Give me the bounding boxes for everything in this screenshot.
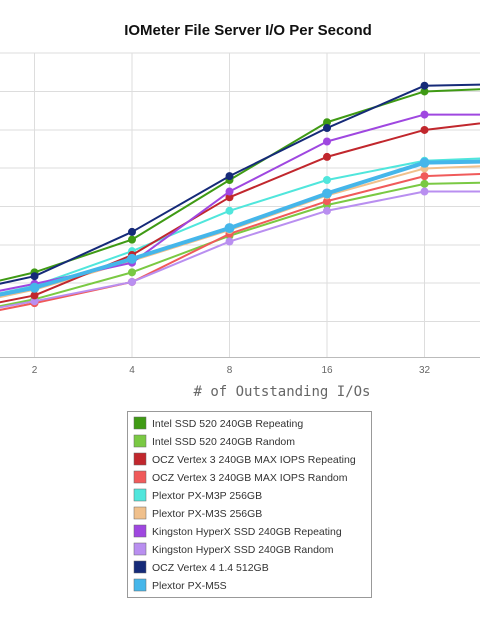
series-8 xyxy=(0,81,480,285)
legend-label: Plextor PX-M3P 256GB xyxy=(152,490,262,502)
legend-label: Plextor PX-M5S xyxy=(152,580,227,592)
series-line xyxy=(0,122,480,304)
legend-item: Kingston HyperX SSD 240GB Repeating xyxy=(133,524,342,538)
legend-item: OCZ Vertex 4 1.4 512GB xyxy=(133,560,269,574)
data-point xyxy=(225,237,234,246)
x-axis-ticks: 2 4 8 16 32 xyxy=(32,365,431,376)
data-point xyxy=(322,188,332,199)
series-line xyxy=(0,181,480,308)
legend-swatch xyxy=(133,488,147,502)
legend-label: OCZ Vertex 4 1.4 512GB xyxy=(152,562,269,574)
data-point xyxy=(323,197,331,206)
data-point xyxy=(127,253,137,264)
legend-item: OCZ Vertex 3 240GB MAX IOPS Repeating xyxy=(133,452,356,466)
data-point xyxy=(323,175,331,184)
legend-label: Kingston HyperX SSD 240GB Random xyxy=(152,544,334,556)
legend-swatch xyxy=(133,524,147,538)
legend-swatch xyxy=(133,578,147,592)
legend-label: Intel SSD 520 240GB Repeating xyxy=(152,418,303,430)
legend-box xyxy=(127,411,372,598)
data-point xyxy=(420,87,429,96)
series-9 xyxy=(0,157,480,297)
legend-item: Plextor PX-M3S 256GB xyxy=(133,506,262,520)
x-tick-label: 32 xyxy=(419,365,431,376)
legend-label: Intel SSD 520 240GB Random xyxy=(152,436,295,448)
legend-swatch xyxy=(133,560,147,574)
data-point xyxy=(323,118,331,127)
legend-swatch xyxy=(133,542,147,556)
legend-item: Intel SSD 520 240GB Repeating xyxy=(133,416,303,430)
series-7 xyxy=(0,187,480,309)
x-tick-label: 16 xyxy=(321,365,333,376)
series-lines xyxy=(0,81,480,311)
legend-label: OCZ Vertex 3 240GB MAX IOPS Repeating xyxy=(152,454,356,466)
series-1 xyxy=(0,179,480,308)
data-point xyxy=(419,157,430,168)
data-point xyxy=(225,172,234,181)
x-tick-label: 8 xyxy=(227,365,233,376)
data-point xyxy=(128,268,136,277)
data-point xyxy=(420,110,429,119)
data-point xyxy=(29,282,40,293)
legend-item: Intel SSD 520 240GB Random xyxy=(133,434,295,448)
chart-title: IOMeter File Server I/O Per Second xyxy=(124,22,372,39)
data-point xyxy=(420,81,429,90)
legend-item: Plextor PX-M3P 256GB xyxy=(133,488,262,502)
series-line xyxy=(0,159,480,297)
legend-swatch xyxy=(133,452,147,466)
series-2 xyxy=(0,122,480,304)
data-point xyxy=(420,172,429,181)
data-point xyxy=(225,187,234,196)
data-point xyxy=(30,272,39,281)
x-axis-label: # of Outstanding I/Os xyxy=(193,384,370,400)
x-tick-label: 4 xyxy=(129,365,135,376)
grid xyxy=(0,52,480,358)
data-point xyxy=(420,179,429,188)
x-tick-label: 2 xyxy=(32,365,38,376)
legend-item: Plextor PX-M5S xyxy=(133,578,227,592)
series-line xyxy=(0,83,480,285)
legend-item: OCZ Vertex 3 240GB MAX IOPS Random xyxy=(133,470,348,484)
data-point xyxy=(420,125,429,134)
legend-swatch xyxy=(133,416,147,430)
data-point xyxy=(225,193,234,202)
legend: Intel SSD 520 240GB Repeating Intel SSD 5… xyxy=(133,416,356,592)
data-point xyxy=(128,277,136,286)
data-point xyxy=(128,235,136,244)
legend-swatch xyxy=(133,470,147,484)
data-point xyxy=(30,291,39,300)
legend-swatch xyxy=(133,506,147,520)
data-point xyxy=(420,187,429,196)
data-point xyxy=(224,223,235,234)
data-point xyxy=(323,152,331,161)
legend-label: Kingston HyperX SSD 240GB Repeating xyxy=(152,526,342,538)
data-point xyxy=(323,206,331,215)
legend-label: OCZ Vertex 3 240GB MAX IOPS Random xyxy=(152,472,348,484)
data-point xyxy=(323,124,331,133)
legend-swatch xyxy=(133,434,147,448)
data-point xyxy=(128,227,136,236)
data-point xyxy=(323,137,331,146)
legend-label: Plextor PX-M3S 256GB xyxy=(152,508,262,520)
legend-item: Kingston HyperX SSD 240GB Random xyxy=(133,542,334,556)
series-line xyxy=(0,190,480,309)
data-point xyxy=(225,206,234,215)
data-point xyxy=(30,297,39,306)
